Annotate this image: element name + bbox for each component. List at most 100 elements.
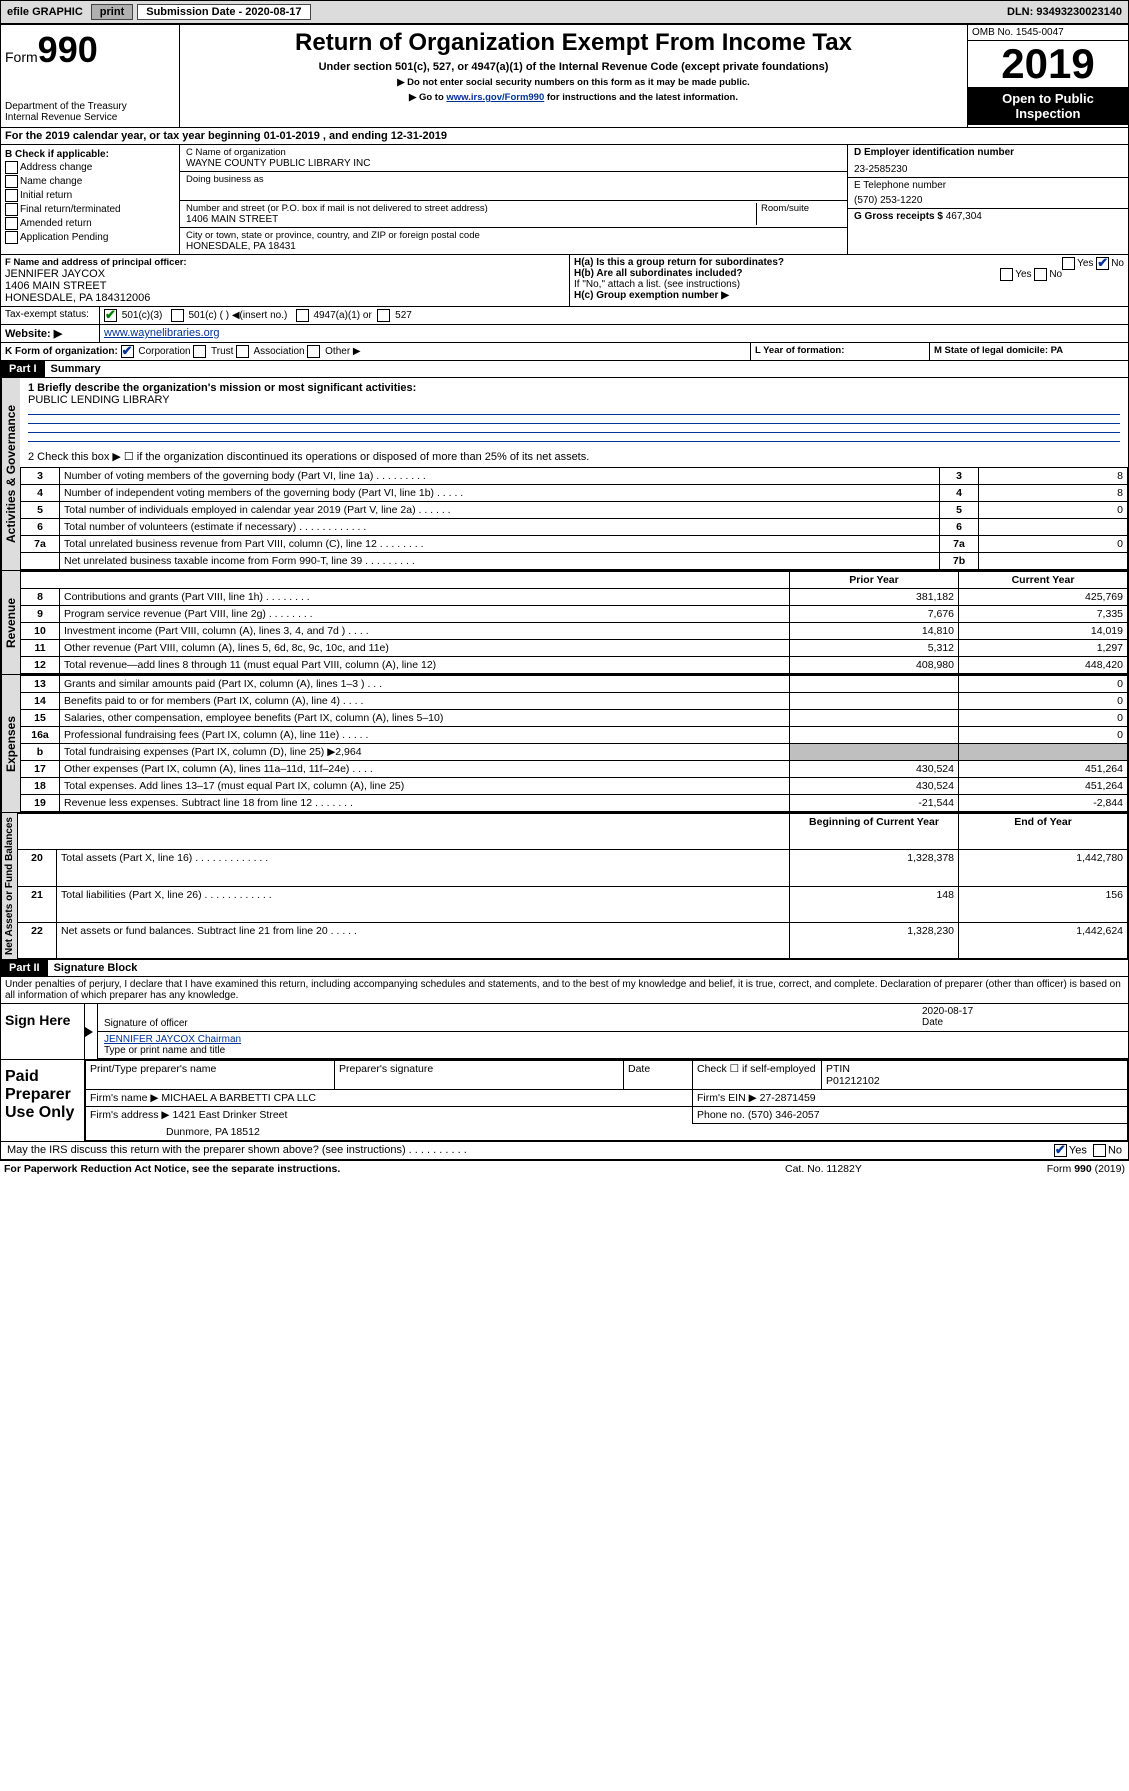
box-hc-label: H(c) Group exemption number ▶ [574,290,1124,301]
topbar: efile GRAPHIC print Submission Date - 20… [0,0,1129,24]
expenses-section: Expenses 13Grants and similar amounts pa… [0,675,1129,813]
box-b-label: B Check if applicable: [5,149,175,160]
chk-corp[interactable] [121,345,134,358]
signer-name-link[interactable]: JENNIFER JAYCOX Chairman [104,1034,241,1045]
chk-other[interactable] [307,345,320,358]
governance-table: 3Number of voting members of the governi… [20,467,1128,570]
part1-header: Part I [1,361,45,377]
cat-number: Cat. No. 11282Y [785,1163,985,1175]
firm-phone-label: Phone no. [697,1109,745,1121]
firm-addr2: Dunmore, PA 18512 [86,1124,1128,1141]
chk-final-return[interactable] [5,203,18,216]
arrow-icon [85,1027,93,1037]
firm-addr-label: Firm's address ▶ [90,1109,170,1121]
part1-title: Summary [45,363,101,375]
part2-title: Signature Block [48,962,138,974]
vtab-revenue: Revenue [1,571,20,674]
form-header: Form990 Department of the Treasury Inter… [0,24,1129,128]
revenue-table: Prior YearCurrent Year8Contributions and… [20,571,1128,674]
firm-name-label: Firm's name ▶ [90,1092,158,1104]
box-j-label: Website: ▶ [1,325,100,342]
form-footer: Form 990 (2019) [1047,1163,1125,1175]
form-number: 990 [38,29,98,70]
street-address: 1406 MAIN STREET [186,214,756,225]
chk-assoc[interactable] [236,345,249,358]
box-g-label: G Gross receipts $ [854,211,943,222]
line2-text: 2 Check this box ▶ ☐ if the organization… [28,450,1120,463]
chk-initial-return[interactable] [5,189,18,202]
expenses-table: 13Grants and similar amounts paid (Part … [20,675,1128,812]
chk-discuss-yes[interactable] [1054,1144,1067,1157]
chk-4947[interactable] [296,309,309,322]
discuss-text: May the IRS discuss this return with the… [7,1144,1054,1157]
firm-addr1: 1421 East Drinker Street [172,1109,287,1121]
chk-527[interactable] [377,309,390,322]
chk-app-pending[interactable] [5,231,18,244]
sign-here-block: Sign Here Signature of officer 2020-08-1… [0,1004,1129,1060]
dept-label: Department of the Treasury Internal Reve… [5,101,175,123]
chk-hb-no[interactable] [1034,268,1047,281]
efile-label: efile GRAPHIC [1,6,89,18]
perjury-text: Under penalties of perjury, I declare th… [0,977,1129,1004]
chk-501c3[interactable] [104,309,117,322]
chk-address-change[interactable] [5,161,18,174]
box-b: B Check if applicable: Address change Na… [1,145,180,254]
sig-officer-label: Signature of officer [104,1006,922,1029]
chk-name-change[interactable] [5,175,18,188]
chk-ha-yes[interactable] [1062,257,1075,270]
gross-receipts: 467,304 [946,211,982,222]
box-hb-label: H(b) Are all subordinates included? [574,268,743,279]
sig-date-label: Date [922,1017,1122,1028]
firm-name: MICHAEL A BARBETTI CPA LLC [161,1092,316,1104]
org-name: WAYNE COUNTY PUBLIC LIBRARY INC [186,158,841,169]
box-l: L Year of formation: [751,343,930,360]
website-link[interactable]: www.waynelibraries.org [104,327,220,339]
box-k-label: K Form of organization: [5,346,118,357]
officer-addr1: 1406 MAIN STREET [5,280,565,292]
ptin-label: PTIN [826,1063,1123,1075]
vtab-netassets: Net Assets or Fund Balances [1,813,17,959]
subtitle-2: ▶ Do not enter social security numbers o… [184,77,963,88]
box-ha-label: H(a) Is this a group return for subordin… [574,257,784,268]
box-i-opts: 501(c)(3) 501(c) ( ) ◀(insert no.) 4947(… [100,307,1128,324]
chk-501c[interactable] [171,309,184,322]
chk-ha-no[interactable] [1096,257,1109,270]
chk-discuss-no[interactable] [1093,1144,1106,1157]
city-state-zip: HONESDALE, PA 18431 [186,241,841,252]
chk-amended[interactable] [5,217,18,230]
form-word: Form [5,49,38,65]
box-m: M State of legal domicile: PA [930,343,1128,360]
box-d-label: D Employer identification number [854,147,1122,158]
line-a: For the 2019 calendar year, or tax year … [1,128,1128,144]
form990-link[interactable]: www.irs.gov/Form990 [446,92,544,103]
netassets-table: Beginning of Current YearEnd of Year20To… [17,813,1128,959]
pp-sig-label: Preparer's signature [335,1061,624,1090]
paid-preparer-block: Paid Preparer Use Only Print/Type prepar… [0,1060,1129,1142]
addr-label: Number and street (or P.O. box if mail i… [186,203,756,214]
identity-block: B Check if applicable: Address change Na… [0,145,1129,255]
chk-hb-yes[interactable] [1000,268,1013,281]
open-inspection: Open to Public Inspection [968,87,1128,125]
goto-post: for instructions and the latest informat… [544,92,738,103]
firm-ein: 27-2871459 [760,1092,816,1104]
line1-label: 1 Briefly describe the organization's mi… [28,382,1120,394]
sig-date: 2020-08-17 [922,1006,1122,1017]
subtitle-1: Under section 501(c), 527, or 4947(a)(1)… [184,61,963,73]
vtab-governance: Activities & Governance [1,378,20,570]
vtab-expenses: Expenses [1,675,20,812]
paid-preparer-label: Paid Preparer Use Only [1,1060,85,1141]
firm-ein-label: Firm's EIN ▶ [697,1092,757,1104]
goto-pre: ▶ Go to [409,92,446,103]
form-title: Return of Organization Exempt From Incom… [184,29,963,57]
mission-text: PUBLIC LENDING LIBRARY [28,394,1120,406]
ptin-value: P01212102 [826,1075,1123,1087]
revenue-section: Revenue Prior YearCurrent Year8Contribut… [0,571,1129,675]
pp-date-label: Date [624,1061,693,1090]
governance-section: Activities & Governance 1 Briefly descri… [0,378,1129,571]
sign-here-label: Sign Here [1,1004,85,1059]
pp-self-employed: Check ☐ if self-employed [693,1061,822,1090]
print-button[interactable]: print [91,4,133,20]
chk-trust[interactable] [193,345,206,358]
pra-notice: For Paperwork Reduction Act Notice, see … [4,1163,785,1175]
omb-number: OMB No. 1545-0047 [968,25,1128,41]
